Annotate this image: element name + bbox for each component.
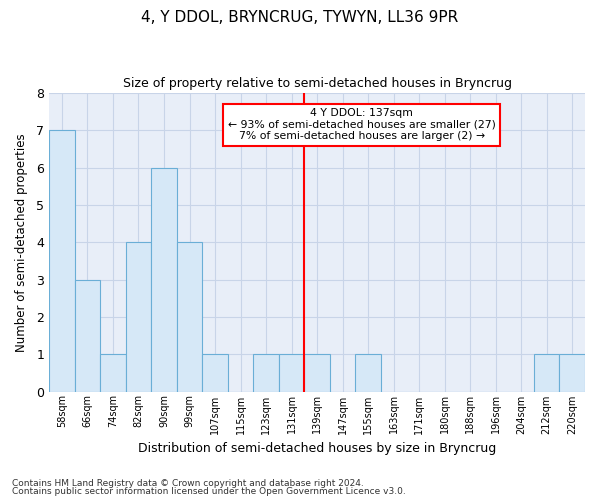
Bar xyxy=(49,130,75,392)
Text: 4, Y DDOL, BRYNCRUG, TYWYN, LL36 9PR: 4, Y DDOL, BRYNCRUG, TYWYN, LL36 9PR xyxy=(142,10,458,25)
Bar xyxy=(534,354,559,392)
Bar xyxy=(75,280,100,392)
Bar xyxy=(279,354,304,392)
Title: Size of property relative to semi-detached houses in Bryncrug: Size of property relative to semi-detach… xyxy=(122,78,512,90)
Y-axis label: Number of semi-detached properties: Number of semi-detached properties xyxy=(15,133,28,352)
Bar xyxy=(202,354,228,392)
Bar xyxy=(151,168,177,392)
Bar xyxy=(355,354,381,392)
Text: 4 Y DDOL: 137sqm
← 93% of semi-detached houses are smaller (27)
7% of semi-detac: 4 Y DDOL: 137sqm ← 93% of semi-detached … xyxy=(228,108,496,142)
Text: Contains HM Land Registry data © Crown copyright and database right 2024.: Contains HM Land Registry data © Crown c… xyxy=(12,478,364,488)
Text: Contains public sector information licensed under the Open Government Licence v3: Contains public sector information licen… xyxy=(12,487,406,496)
Bar xyxy=(100,354,126,392)
Bar xyxy=(559,354,585,392)
Bar xyxy=(253,354,279,392)
Bar xyxy=(304,354,330,392)
Bar xyxy=(126,242,151,392)
X-axis label: Distribution of semi-detached houses by size in Bryncrug: Distribution of semi-detached houses by … xyxy=(138,442,496,455)
Bar xyxy=(177,242,202,392)
